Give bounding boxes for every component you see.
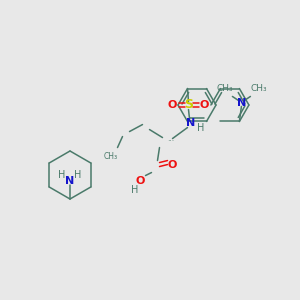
Text: CH₃: CH₃: [103, 152, 118, 161]
Text: N: N: [186, 118, 195, 128]
Text: H: H: [197, 122, 204, 133]
Text: CH₃: CH₃: [250, 84, 267, 93]
Text: N: N: [237, 98, 246, 109]
Text: S: S: [184, 98, 193, 111]
Text: H: H: [131, 184, 138, 194]
Text: O: O: [168, 160, 177, 170]
Text: O: O: [168, 100, 177, 110]
Text: H: H: [58, 170, 66, 180]
Text: O: O: [136, 176, 145, 185]
Text: N: N: [65, 176, 75, 186]
Text: CH₃: CH₃: [216, 84, 233, 93]
Text: H: H: [74, 170, 82, 180]
Text: O: O: [200, 100, 209, 110]
Text: ···: ···: [167, 137, 174, 146]
